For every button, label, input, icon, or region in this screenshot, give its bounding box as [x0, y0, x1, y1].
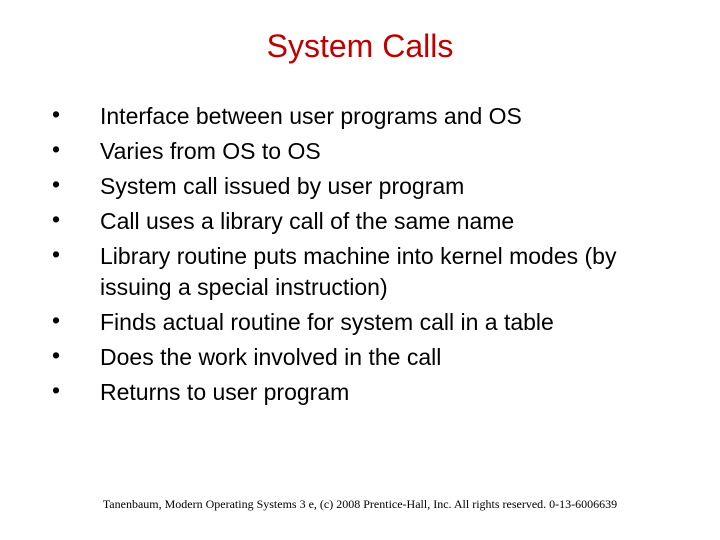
bullet-icon: •: [40, 241, 100, 268]
bullet-list: • Interface between user programs and OS…: [40, 101, 680, 408]
list-item: • System call issued by user program: [40, 171, 680, 202]
slide-title: System Calls: [40, 28, 680, 65]
slide: System Calls • Interface between user pr…: [0, 0, 720, 540]
bullet-icon: •: [40, 342, 100, 369]
bullet-text: Returns to user program: [100, 377, 680, 408]
bullet-icon: •: [40, 136, 100, 163]
bullet-text: System call issued by user program: [100, 171, 680, 202]
list-item: • Does the work involved in the call: [40, 342, 680, 373]
list-item: • Finds actual routine for system call i…: [40, 307, 680, 338]
list-item: • Library routine puts machine into kern…: [40, 241, 680, 303]
bullet-text: Varies from OS to OS: [100, 136, 680, 167]
bullet-text: Library routine puts machine into kernel…: [100, 241, 680, 303]
bullet-icon: •: [40, 307, 100, 334]
bullet-icon: •: [40, 206, 100, 233]
list-item: • Interface between user programs and OS: [40, 101, 680, 132]
list-item: • Varies from OS to OS: [40, 136, 680, 167]
bullet-text: Call uses a library call of the same nam…: [100, 206, 680, 237]
bullet-icon: •: [40, 171, 100, 198]
bullet-text: Finds actual routine for system call in …: [100, 307, 680, 338]
bullet-icon: •: [40, 377, 100, 404]
list-item: • Call uses a library call of the same n…: [40, 206, 680, 237]
bullet-text: Does the work involved in the call: [100, 342, 680, 373]
bullet-text: Interface between user programs and OS: [100, 101, 680, 132]
bullet-icon: •: [40, 101, 100, 128]
list-item: • Returns to user program: [40, 377, 680, 408]
footer-citation: Tanenbaum, Modern Operating Systems 3 e,…: [0, 497, 720, 512]
